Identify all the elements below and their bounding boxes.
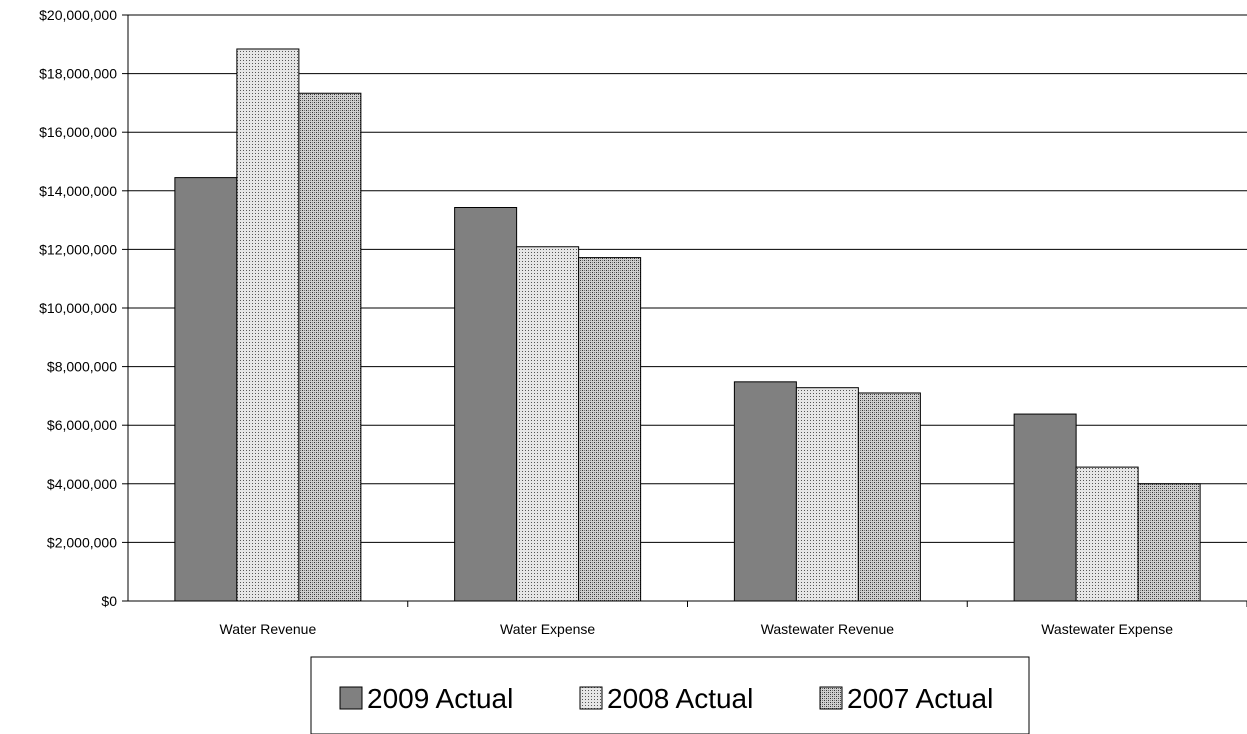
bar-2007-actual xyxy=(298,92,362,602)
legend-box xyxy=(310,656,1030,734)
y-tick-label: $2,000,000 xyxy=(47,534,117,550)
y-tick-label: $10,000,000 xyxy=(39,300,117,316)
bar-2007-actual xyxy=(857,392,921,602)
bar-2008-actual xyxy=(236,48,300,602)
bar-2009-actual xyxy=(733,381,797,602)
y-tick-label: $6,000,000 xyxy=(47,417,117,433)
y-tick-label: $12,000,000 xyxy=(39,241,117,257)
axis-labels: $0 $2,000,000 $4,000,000 $6,000,000 $8,000,0… xyxy=(39,7,1173,637)
bar-2007-actual xyxy=(578,257,642,602)
bar-2009-actual xyxy=(1013,413,1077,602)
x-category-label: Wastewater Revenue xyxy=(761,621,895,637)
legend-label: 2008 Actual xyxy=(607,683,753,714)
bar-2007-actual xyxy=(1137,483,1201,602)
bar-2009-actual xyxy=(174,177,238,602)
bar-2008-actual xyxy=(516,246,580,602)
legend-swatch xyxy=(579,686,603,710)
x-category-label: Water Expense xyxy=(500,621,595,637)
bars xyxy=(174,48,1201,602)
x-category-label: Water Revenue xyxy=(220,621,317,637)
legend-label: 2009 Actual xyxy=(367,683,513,714)
y-tick-label: $16,000,000 xyxy=(39,124,117,140)
legend-label: 2007 Actual xyxy=(847,683,993,714)
legend-swatch xyxy=(339,686,363,710)
y-tick-label: $4,000,000 xyxy=(47,476,117,492)
bar-2008-actual xyxy=(795,387,859,602)
y-tick-label: $8,000,000 xyxy=(47,359,117,375)
legend-swatch xyxy=(819,686,843,710)
bar-2008-actual xyxy=(1075,466,1139,602)
y-tick-label: $0 xyxy=(101,593,117,609)
x-category-label: Wastewater Expense xyxy=(1041,621,1173,637)
y-tick-label: $18,000,000 xyxy=(39,66,117,82)
legend: 2009 Actual 2008 Actual 2007 Actual xyxy=(310,656,1030,734)
y-tick-label: $14,000,000 xyxy=(39,183,117,199)
y-tick-label: $20,000,000 xyxy=(39,7,117,23)
bar-2009-actual xyxy=(454,207,518,602)
